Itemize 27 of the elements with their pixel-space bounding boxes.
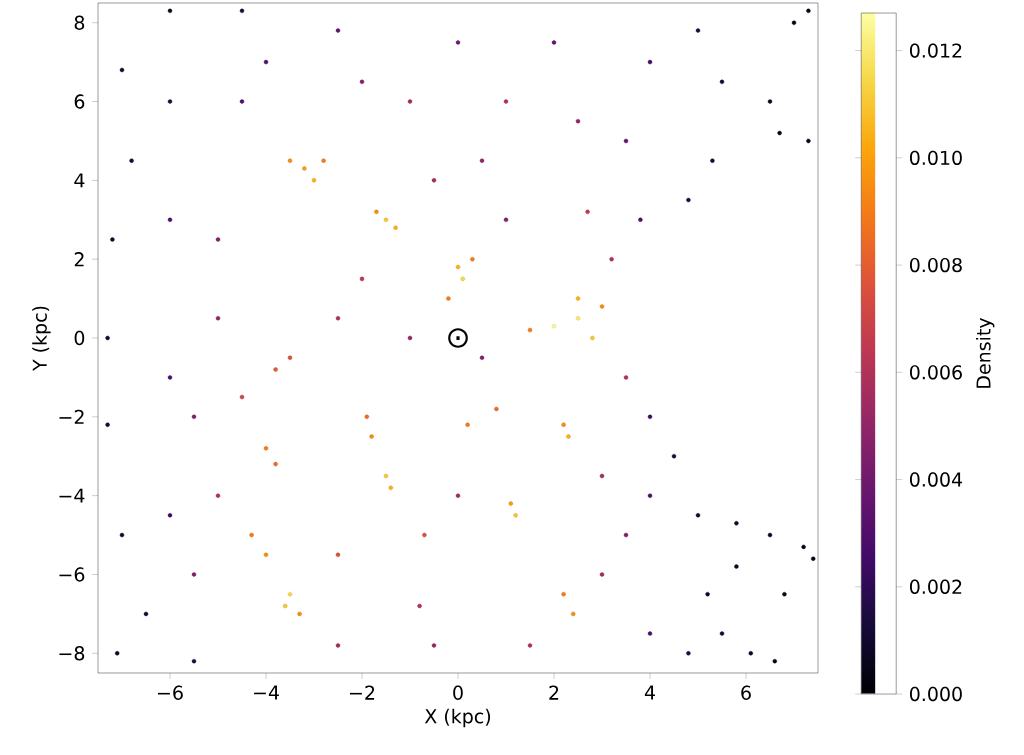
y-tick-label: 4 bbox=[74, 173, 85, 188]
x-tick-label: −2 bbox=[350, 685, 375, 700]
x-axis-title: X (kpc) bbox=[424, 708, 491, 728]
annotation: ⊙ bbox=[448, 328, 468, 348]
x-tick-label: 4 bbox=[644, 685, 655, 700]
y-tick-label: −2 bbox=[59, 409, 84, 424]
y-tick-label: 2 bbox=[74, 252, 84, 267]
y-tick-label: 0 bbox=[74, 330, 85, 346]
y-tick-label: 8 bbox=[74, 15, 85, 30]
color-bar-label: 0.002 bbox=[909, 579, 962, 594]
y-axis-title: Y (kpc) bbox=[32, 306, 51, 372]
color-bar-title: Density bbox=[976, 317, 995, 388]
y-tick-label: −4 bbox=[59, 488, 85, 503]
color-bar-label: 0.004 bbox=[909, 472, 963, 487]
color-bar-label: 0.006 bbox=[909, 365, 962, 380]
x-tick-label: 0 bbox=[453, 685, 463, 700]
x-tick-label: −6 bbox=[158, 685, 183, 700]
color-bar-label: 0.010 bbox=[909, 150, 962, 165]
x-tick-label: 6 bbox=[741, 685, 751, 700]
y-tick-label: −8 bbox=[59, 646, 85, 661]
color-bar-label: 0.012 bbox=[909, 43, 962, 58]
color-bar-label: 0.000 bbox=[909, 686, 962, 702]
color-bar-label: 0.008 bbox=[909, 257, 962, 273]
y-tick-label: −6 bbox=[59, 567, 85, 582]
y-tick-label: 6 bbox=[74, 94, 85, 109]
x-tick-label: −4 bbox=[254, 685, 279, 700]
x-tick-label: 2 bbox=[549, 685, 559, 700]
